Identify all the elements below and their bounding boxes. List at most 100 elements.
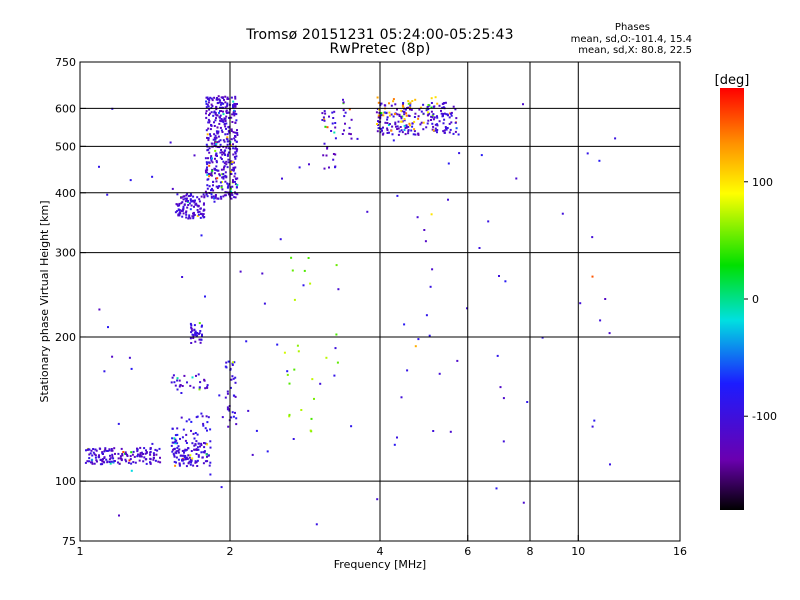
echo-point xyxy=(212,189,215,192)
echo-point xyxy=(225,146,228,149)
echo-point xyxy=(221,181,223,183)
echo-point xyxy=(319,382,322,385)
echo-point xyxy=(101,463,104,466)
echo-point xyxy=(174,384,177,387)
echo-point xyxy=(188,216,191,218)
echo-point xyxy=(234,152,237,155)
echo-point xyxy=(194,432,197,434)
echo-point xyxy=(215,141,218,144)
echo-point xyxy=(297,350,300,353)
echo-point xyxy=(209,112,211,115)
echo-point xyxy=(225,115,228,118)
echo-point xyxy=(402,103,404,106)
echo-point xyxy=(199,445,201,448)
echo-point xyxy=(417,115,420,118)
echo-point xyxy=(178,385,181,388)
echo-point xyxy=(223,117,226,120)
echo-point xyxy=(202,193,205,196)
echo-point xyxy=(145,462,148,465)
echo-point xyxy=(487,220,490,223)
echo-point xyxy=(203,450,206,453)
echo-point xyxy=(171,376,174,379)
echo-point xyxy=(111,453,114,456)
echo-point xyxy=(206,166,208,169)
x-tick-label: 8 xyxy=(527,545,534,558)
echo-point xyxy=(419,123,422,126)
echo-point xyxy=(286,370,289,373)
echo-point xyxy=(323,119,326,122)
echo-point xyxy=(235,119,238,122)
echo-point xyxy=(193,329,196,332)
echo-point xyxy=(407,130,410,133)
echo-point xyxy=(206,184,209,187)
echo-point xyxy=(202,216,205,219)
echo-point xyxy=(192,215,195,218)
echo-point xyxy=(219,126,222,129)
echo-point xyxy=(185,213,188,216)
echo-point xyxy=(183,374,186,377)
echo-point xyxy=(225,112,228,114)
echo-point xyxy=(176,442,179,445)
echo-point xyxy=(388,114,391,117)
echo-point xyxy=(206,96,209,99)
echo-point xyxy=(222,168,225,171)
echo-point xyxy=(209,473,212,476)
echo-point xyxy=(200,212,203,215)
y-tick-label: 400 xyxy=(55,187,76,200)
echo-point xyxy=(193,205,195,208)
echo-point xyxy=(201,456,204,459)
echo-point xyxy=(502,397,505,400)
echo-point xyxy=(430,115,433,118)
echo-point xyxy=(478,247,481,249)
echo-point xyxy=(221,153,224,156)
echo-point xyxy=(149,462,152,465)
echo-point xyxy=(224,133,227,136)
echo-point xyxy=(210,97,213,100)
echo-point xyxy=(204,169,207,172)
echo-point xyxy=(225,361,228,364)
echo-point xyxy=(233,196,236,199)
echo-point xyxy=(230,416,233,419)
echo-point xyxy=(185,420,188,423)
echo-point xyxy=(232,104,234,107)
echo-point xyxy=(313,397,315,400)
chart-title: Tromsø 20151231 05:24:00-05:25:43 xyxy=(246,27,514,43)
echo-point xyxy=(450,114,453,117)
echo-point xyxy=(226,133,229,136)
echo-point xyxy=(214,194,217,196)
echo-point xyxy=(405,124,408,127)
echo-point xyxy=(177,445,180,448)
echo-point xyxy=(217,135,220,138)
echo-point xyxy=(202,422,205,425)
echo-point xyxy=(197,204,200,207)
echo-point xyxy=(288,415,291,418)
echo-point xyxy=(140,455,143,458)
chart-subtitle: RwPretec (8p) xyxy=(329,41,431,57)
echo-point xyxy=(216,141,219,144)
echo-point xyxy=(222,177,225,180)
echo-point xyxy=(436,116,439,119)
echo-point xyxy=(230,163,233,166)
echo-point xyxy=(323,118,326,121)
echo-point xyxy=(436,115,438,118)
echo-point xyxy=(159,456,161,459)
echo-point xyxy=(102,458,104,461)
echo-point xyxy=(386,129,389,132)
echo-point xyxy=(247,409,250,412)
echo-point xyxy=(213,200,216,203)
echo-point xyxy=(504,280,507,283)
y-tick-label: 200 xyxy=(55,331,76,344)
echo-point xyxy=(124,452,126,455)
echo-point xyxy=(192,337,195,339)
echo-point xyxy=(136,450,139,453)
echo-point xyxy=(232,153,235,156)
echo-point xyxy=(194,330,197,333)
echo-point xyxy=(108,449,111,452)
echo-point xyxy=(207,454,210,457)
echo-point xyxy=(394,121,397,124)
echo-point xyxy=(189,322,192,325)
echo-point xyxy=(226,136,229,139)
echo-point xyxy=(342,109,345,112)
echo-point xyxy=(303,269,306,272)
echo-point xyxy=(234,97,237,100)
